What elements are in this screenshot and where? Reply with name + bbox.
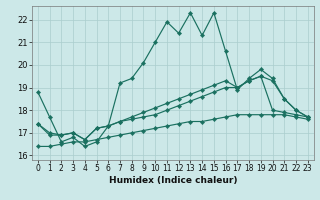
X-axis label: Humidex (Indice chaleur): Humidex (Indice chaleur): [108, 176, 237, 185]
